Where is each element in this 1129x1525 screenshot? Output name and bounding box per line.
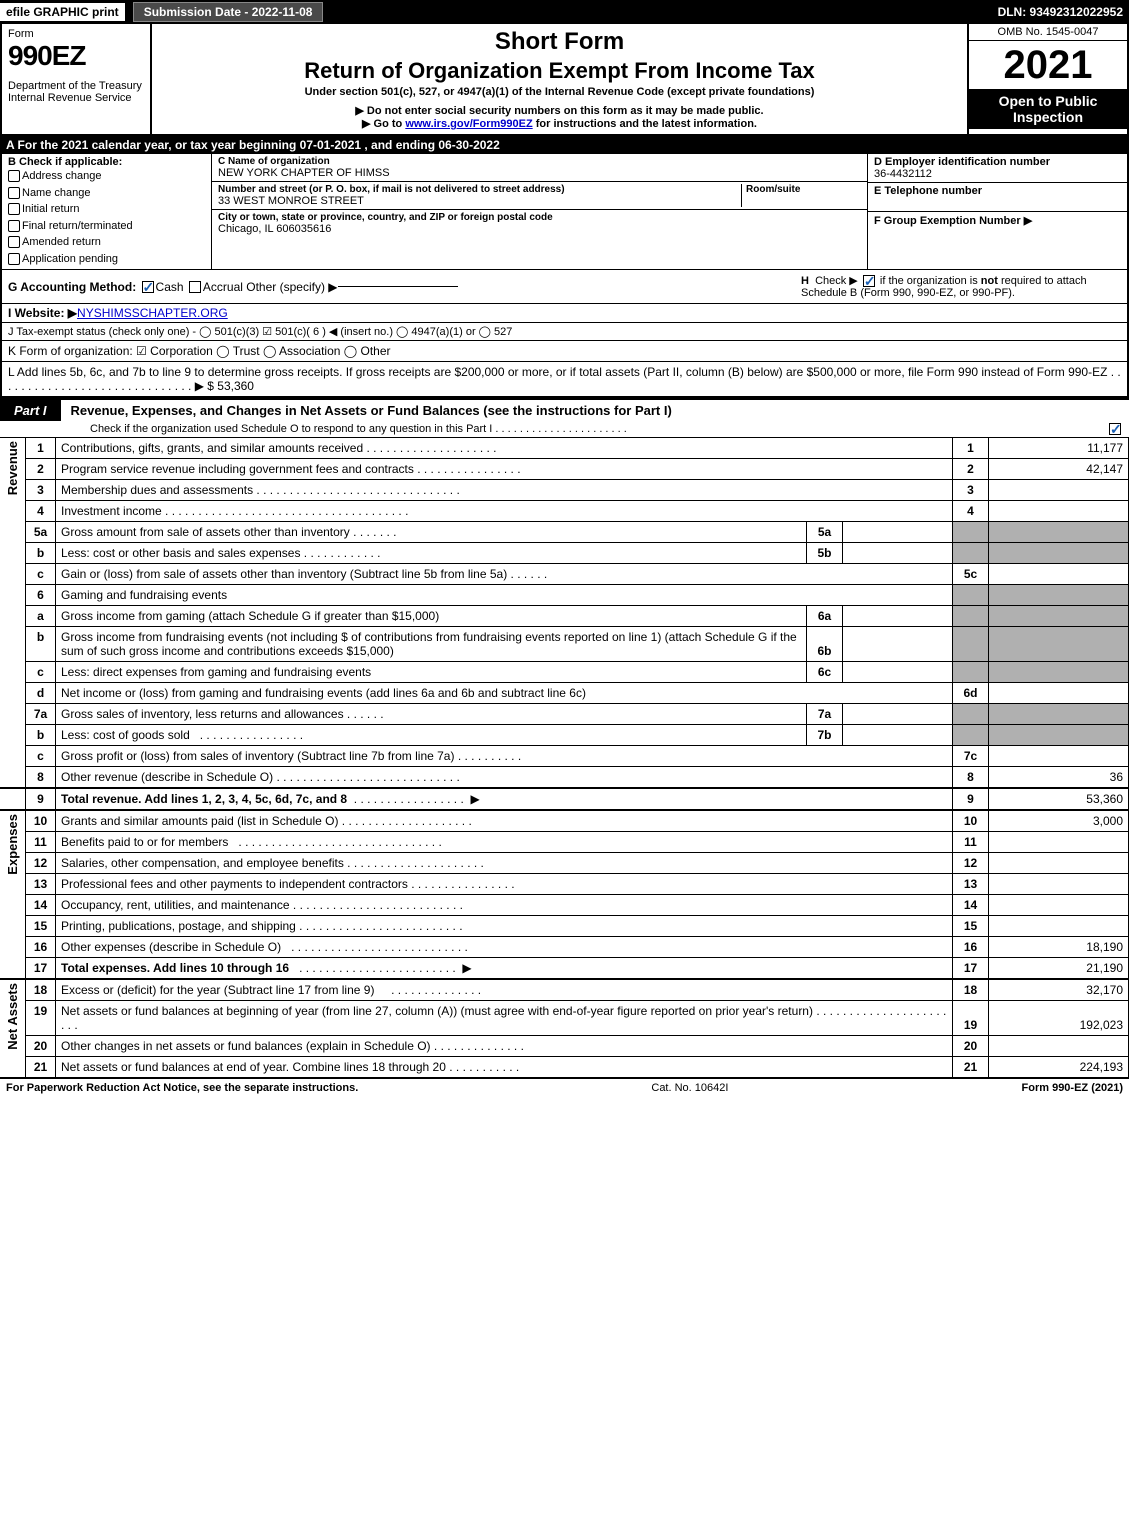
inspection-badge: Open to Public Inspection <box>969 89 1127 129</box>
amt-19: 192,023 <box>989 1001 1129 1036</box>
chk-schedule-o[interactable] <box>1109 423 1121 435</box>
instructions-link-row: ▶ Go to www.irs.gov/Form990EZ for instru… <box>158 117 961 130</box>
val-6a[interactable] <box>843 606 953 627</box>
part1-tab: Part I <box>0 400 61 421</box>
catalog-number: Cat. No. 10642I <box>651 1082 728 1094</box>
amt-11 <box>989 832 1129 853</box>
form-header: Form 990EZ Department of the Treasury In… <box>0 24 1129 136</box>
amt-1: 11,177 <box>989 438 1129 459</box>
amt-14 <box>989 895 1129 916</box>
phone-label: E Telephone number <box>874 185 1121 197</box>
form-subtitle: Under section 501(c), 527, or 4947(a)(1)… <box>158 86 961 98</box>
short-form: Short Form <box>158 28 961 56</box>
addr-label: Number and street (or P. O. box, if mail… <box>218 184 737 195</box>
website-link[interactable]: NYSHIMSSCHAPTER.ORG <box>77 306 228 320</box>
phone-value <box>874 197 1121 209</box>
dln: DLN: 93492312022952 <box>998 5 1129 19</box>
row-g: G Accounting Method: Cash Accrual Other … <box>2 269 1127 303</box>
amt-6d <box>989 683 1129 704</box>
accounting-label: G Accounting Method: <box>8 280 136 294</box>
amt-10: 3,000 <box>989 810 1129 832</box>
row-a: A For the 2021 calendar year, or tax yea… <box>0 136 1129 154</box>
city-state-zip: Chicago, IL 606035616 <box>218 223 861 235</box>
amt-15 <box>989 916 1129 937</box>
amt-8: 36 <box>989 767 1129 789</box>
amt-3 <box>989 480 1129 501</box>
tax-year: 2021 <box>969 41 1127 89</box>
amt-18: 32,170 <box>989 979 1129 1001</box>
part1-sub: Check if the organization used Schedule … <box>0 421 1129 437</box>
row-l: L Add lines 5b, 6c, and 7b to line 9 to … <box>2 361 1127 396</box>
amt-7c <box>989 746 1129 767</box>
val-5a[interactable] <box>843 522 953 543</box>
department: Department of the Treasury Internal Reve… <box>8 80 144 104</box>
form-number: 990EZ <box>8 40 144 72</box>
amt-17: 21,190 <box>989 958 1129 980</box>
header-right: OMB No. 1545-0047 2021 Open to Public In… <box>967 24 1127 134</box>
submission-date: Submission Date - 2022-11-08 <box>133 2 324 22</box>
other-input[interactable] <box>338 286 458 287</box>
col-c: C Name of organization NEW YORK CHAPTER … <box>212 154 867 269</box>
row-j: J Tax-exempt status (check only one) - ◯… <box>2 322 1127 340</box>
part1-header: Part I Revenue, Expenses, and Changes in… <box>0 398 1129 421</box>
amt-9: 53,360 <box>989 788 1129 810</box>
part1-title: Revenue, Expenses, and Changes in Net As… <box>61 403 1129 418</box>
omb-number: OMB No. 1545-0047 <box>969 24 1127 41</box>
val-6b[interactable] <box>843 627 953 662</box>
ein-label: D Employer identification number <box>874 156 1121 168</box>
street-address: 33 WEST MONROE STREET <box>218 195 737 207</box>
efile-label[interactable]: efile GRAPHIC print <box>0 3 125 21</box>
col-def: D Employer identification number 36-4432… <box>867 154 1127 269</box>
amt-16: 18,190 <box>989 937 1129 958</box>
chk-address-change[interactable]: Address change <box>22 168 205 185</box>
expenses-label: Expenses <box>5 814 20 875</box>
amt-5c <box>989 564 1129 585</box>
lines-table: Revenue 1 Contributions, gifts, grants, … <box>0 437 1129 1078</box>
col-b-header: B Check if applicable: <box>8 156 205 168</box>
amt-20 <box>989 1036 1129 1057</box>
paperwork-notice: For Paperwork Reduction Act Notice, see … <box>6 1082 358 1094</box>
revenue-label: Revenue <box>5 441 20 495</box>
org-name: NEW YORK CHAPTER OF HIMSS <box>218 167 861 179</box>
row-h: H Check ▶ if the organization is not req… <box>801 274 1121 299</box>
val-6c[interactable] <box>843 662 953 683</box>
chk-initial-return[interactable]: Initial return <box>22 201 205 218</box>
top-bar: efile GRAPHIC print Submission Date - 20… <box>0 0 1129 24</box>
chk-amended[interactable]: Amended return <box>22 234 205 251</box>
chk-cash[interactable] <box>142 281 154 293</box>
row-i: I Website: ▶NYSHIMSSCHAPTER.ORG <box>2 303 1127 322</box>
identity-section: B Check if applicable: Address change Na… <box>0 154 1129 398</box>
amt-21: 224,193 <box>989 1057 1129 1078</box>
ein-value: 36-4432112 <box>874 168 1121 180</box>
amt-2: 42,147 <box>989 459 1129 480</box>
ssn-note: ▶ Do not enter social security numbers o… <box>158 104 961 117</box>
chk-schedule-b[interactable] <box>863 275 875 287</box>
irs-link[interactable]: www.irs.gov/Form990EZ <box>405 118 532 130</box>
amt-12 <box>989 853 1129 874</box>
chk-name-change[interactable]: Name change <box>22 185 205 202</box>
form-ref: Form 990-EZ (2021) <box>1022 1082 1123 1094</box>
chk-pending[interactable]: Application pending <box>22 251 205 268</box>
chk-accrual[interactable] <box>189 281 201 293</box>
page-footer: For Paperwork Reduction Act Notice, see … <box>0 1078 1129 1097</box>
header-center: Short Form Return of Organization Exempt… <box>152 24 967 134</box>
header-left: Form 990EZ Department of the Treasury In… <box>2 24 152 134</box>
room-label: Room/suite <box>746 184 861 195</box>
netassets-label: Net Assets <box>5 983 20 1050</box>
name-label: C Name of organization <box>218 156 861 167</box>
city-label: City or town, state or province, country… <box>218 212 861 223</box>
row-k: K Form of organization: ☑ Corporation ◯ … <box>2 340 1127 361</box>
form-label: Form <box>8 28 144 40</box>
val-5b[interactable] <box>843 543 953 564</box>
chk-final-return[interactable]: Final return/terminated <box>22 218 205 235</box>
val-7a[interactable] <box>843 704 953 725</box>
group-exemption-label: F Group Exemption Number ▶ <box>874 214 1121 227</box>
amt-13 <box>989 874 1129 895</box>
col-b: B Check if applicable: Address change Na… <box>2 154 212 269</box>
val-7b[interactable] <box>843 725 953 746</box>
form-title: Return of Organization Exempt From Incom… <box>158 58 961 84</box>
amt-4 <box>989 501 1129 522</box>
